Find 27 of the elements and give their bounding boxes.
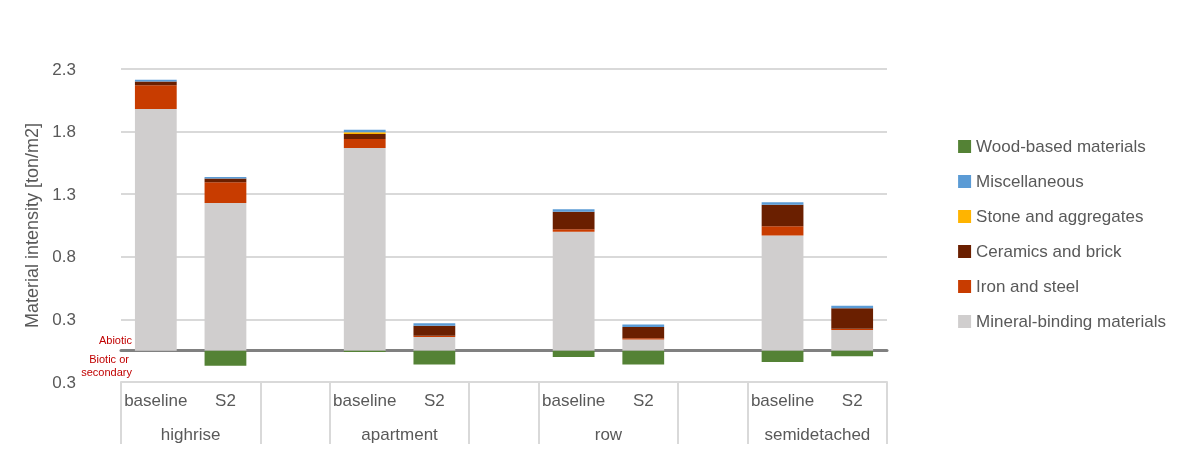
x-tick-label: S2 (423, 391, 445, 410)
legend-label: Mineral-binding materials (976, 312, 1167, 331)
y-tick-label: 0.8 (52, 247, 76, 267)
text: apartment (361, 424, 439, 444)
x-tick-label: baseline (333, 391, 397, 410)
x-tick-label: S2 (632, 391, 654, 410)
text: row (594, 424, 623, 444)
x-tick-label: S2 (841, 391, 863, 410)
legend-label: Ceramics and brick (976, 242, 1123, 261)
y-tick-label: 0.3 (52, 309, 76, 329)
y-tick-label: 1.8 (52, 122, 76, 142)
legend-label: Iron and steel (976, 277, 1080, 296)
annotation: Abiotic (98, 334, 133, 347)
legend-label: Wood-based materials (976, 137, 1146, 156)
x-tick-label: S2 (215, 391, 236, 410)
legend-label: Miscellaneous (976, 172, 1084, 191)
x-tick-label: baseline (124, 391, 188, 410)
x-tick-label: baseline (750, 391, 815, 410)
text: highrise (160, 424, 221, 444)
y-tick-label: 0.3 (52, 372, 76, 392)
x-tick-label: baseline (541, 391, 606, 410)
y-tick-label: 2.3 (52, 59, 76, 79)
text: semidetached (764, 424, 871, 444)
annotation: Biotic or secondary (81, 353, 133, 379)
y-tick-label: 1.3 (52, 184, 76, 204)
legend-label: Stone and aggregates (976, 207, 1144, 226)
y-axis-title: Material intensity [ton/m2] (22, 122, 42, 329)
